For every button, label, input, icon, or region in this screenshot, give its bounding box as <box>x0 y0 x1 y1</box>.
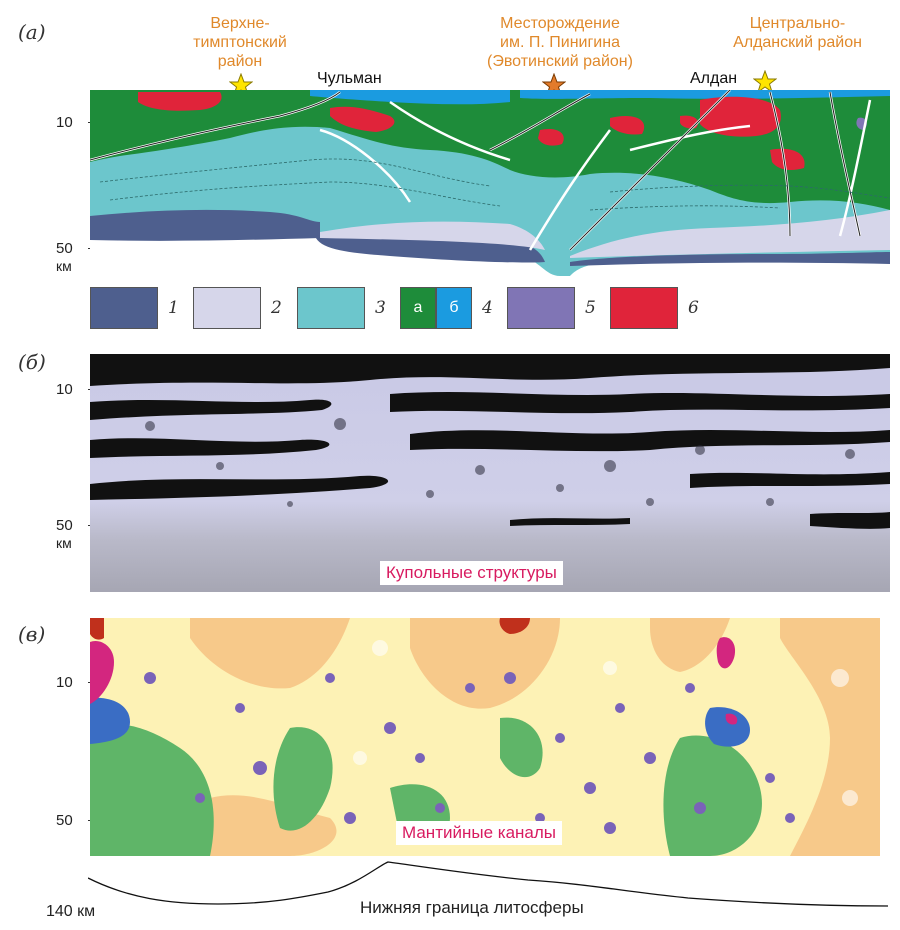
label-dome-structures: Купольные структуры <box>380 561 563 585</box>
legend-swatch-4b: б <box>436 287 472 329</box>
geologic-cross-section <box>90 90 890 276</box>
legend-number-2: 2 <box>271 298 282 318</box>
label-mantle-channels: Мантийные каналы <box>396 821 563 845</box>
tomography-section <box>90 618 880 856</box>
panel-letter-b: (б) <box>18 350 46 374</box>
label-verkhnetimptonsky-district: Верхне- тимптонский район <box>193 15 287 70</box>
legend-swatch-4a: а <box>400 287 436 329</box>
seismic-section <box>90 354 890 592</box>
label-central-aldan-district: Центрально- Алданский район <box>733 15 862 51</box>
tick-10-v: 10 <box>56 674 73 691</box>
panel-letter-a: (а) <box>18 20 46 44</box>
legend-number-6: 6 <box>688 298 699 318</box>
legend-number-5: 5 <box>585 298 596 318</box>
star-icon-central <box>753 70 777 94</box>
legend-swatch-5 <box>507 287 575 329</box>
unit-km-b: км <box>56 535 72 551</box>
town-chulman: Чульман <box>317 70 382 87</box>
tick-10-a: 10 <box>56 114 73 131</box>
panel-letter-v: (в) <box>18 622 46 646</box>
legend-number-1: 1 <box>168 298 179 318</box>
legend-swatch-1 <box>90 287 158 329</box>
lithosphere-boundary-line <box>88 861 888 907</box>
legend-swatch-6 <box>610 287 678 329</box>
lithosphere-caption: Нижняя граница литосферы <box>360 898 584 917</box>
legend-swatch-3 <box>297 287 365 329</box>
legend-number-3: 3 <box>375 298 386 318</box>
legend-number-4: 4 <box>482 298 493 318</box>
unit-km-a: км <box>56 258 72 274</box>
tick-50-a: 50 <box>56 240 73 257</box>
town-aldan: Алдан <box>690 70 738 87</box>
lithosphere-depth-label: 140 км <box>46 903 96 920</box>
label-pinigin-deposit: Месторождение им. П. Пинигина (Эвотински… <box>487 15 633 70</box>
legend-swatch-2 <box>193 287 261 329</box>
tick-50-b: 50 <box>56 517 73 534</box>
tick-50-v: 50 <box>56 812 73 829</box>
tick-10-b: 10 <box>56 381 73 398</box>
